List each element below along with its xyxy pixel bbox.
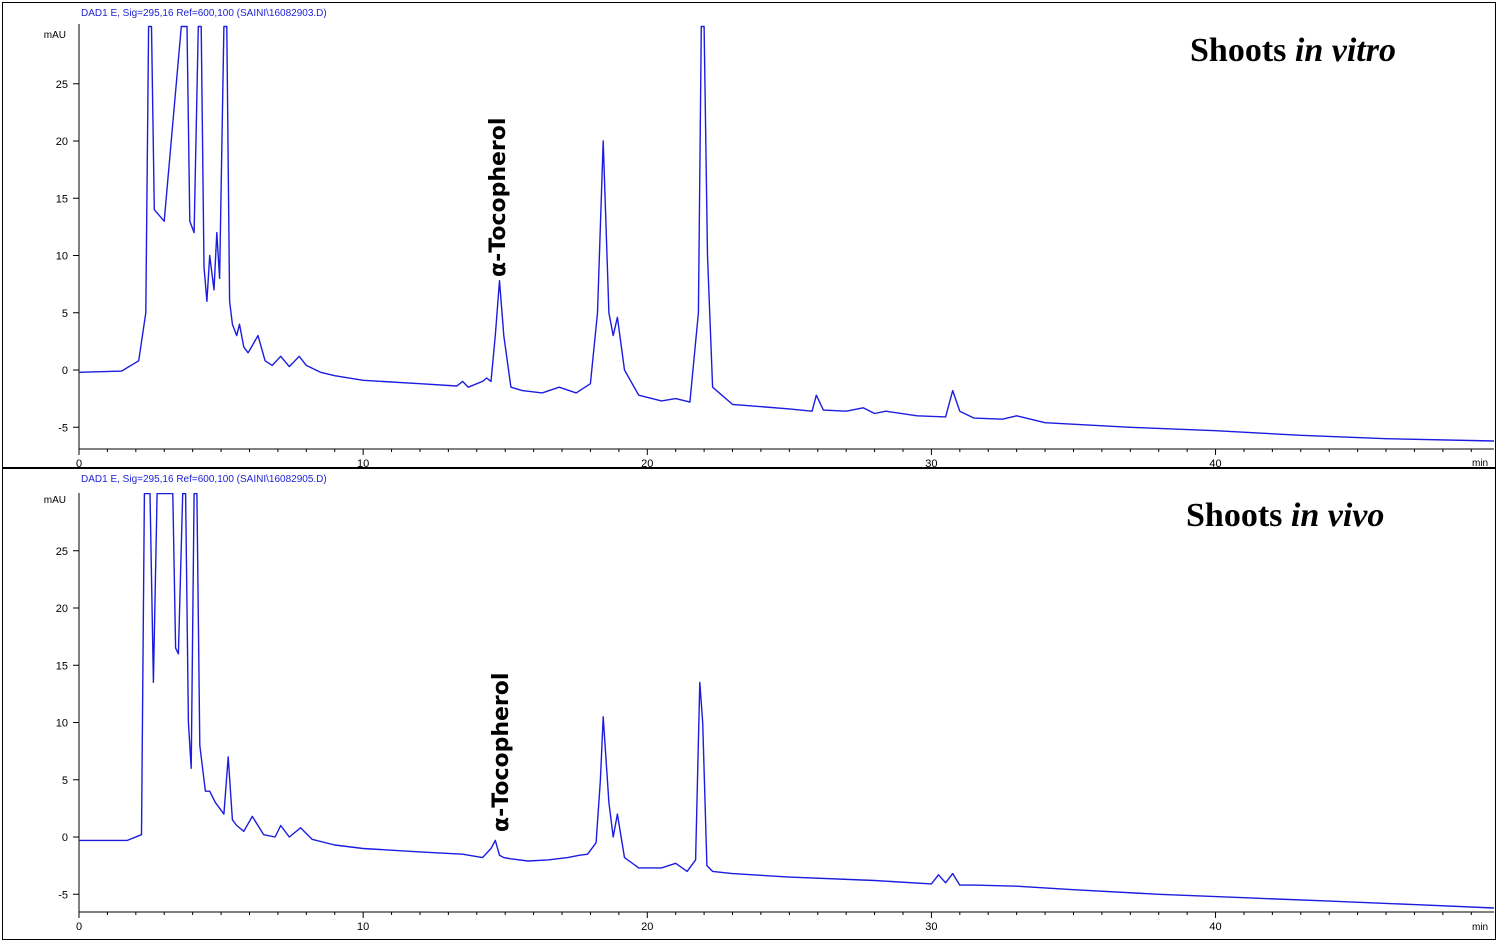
peak-label-tocopherol: α-Tocopherol (486, 118, 511, 277)
chromatogram-trace (79, 25, 1494, 442)
y-tick-label: 25 (56, 79, 68, 91)
x-tick-label: 40 (1209, 921, 1221, 933)
y-ticks: -5 0 5 10 15 20 25 (56, 79, 79, 434)
y-tick-label: 20 (56, 603, 68, 615)
x-unit-label: min (1472, 458, 1488, 469)
y-tick-label: 25 (56, 546, 68, 558)
x-ticks: 0 10 20 30 40 (76, 449, 1472, 470)
x-tick-label: 0 (76, 458, 82, 470)
peak-label-tocopherol: α-Tocopherol (489, 673, 514, 832)
y-tick-label: 15 (56, 193, 68, 205)
panel-frame (2, 468, 1496, 940)
y-tick-label: 5 (62, 775, 68, 787)
y-tick-label: -5 (58, 889, 68, 901)
x-tick-label: 10 (357, 458, 369, 470)
x-tick-label: 20 (641, 458, 653, 470)
y-unit-label: mAU (44, 30, 66, 41)
panel-title: Shoots in vivo (1186, 497, 1384, 534)
y-tick-label: 0 (62, 832, 68, 844)
x-tick-label: 40 (1209, 458, 1221, 470)
panel-in-vitro: DAD1 E, Sig=295,16 Ref=600,100 (SAINI\16… (2, 2, 1496, 470)
x-tick-label: 0 (76, 921, 82, 933)
x-ticks: 0 10 20 30 40 (76, 912, 1472, 933)
y-tick-label: 15 (56, 660, 68, 672)
panel-frame (2, 2, 1496, 468)
y-ticks: -5 0 5 10 15 20 25 (56, 546, 79, 901)
x-tick-label: 10 (357, 921, 369, 933)
panel-title: Shoots in vitro (1190, 32, 1396, 69)
y-tick-label: 20 (56, 136, 68, 148)
signal-header: DAD1 E, Sig=295,16 Ref=600,100 (SAINI\16… (81, 474, 327, 485)
y-tick-label: 0 (62, 365, 68, 377)
y-tick-label: 10 (56, 251, 68, 263)
x-tick-label: 30 (925, 458, 937, 470)
y-unit-label: mAU (44, 495, 66, 506)
panel-in-vivo: DAD1 E, Sig=295,16 Ref=600,100 (SAINI\16… (2, 468, 1496, 940)
y-tick-label: 5 (62, 308, 68, 320)
chromatogram-trace (79, 493, 1494, 909)
signal-header: DAD1 E, Sig=295,16 Ref=600,100 (SAINI\16… (81, 8, 327, 19)
x-unit-label: min (1472, 922, 1488, 933)
y-tick-label: -5 (58, 422, 68, 434)
y-tick-label: 10 (56, 718, 68, 730)
x-tick-label: 30 (925, 921, 937, 933)
x-tick-label: 20 (641, 921, 653, 933)
